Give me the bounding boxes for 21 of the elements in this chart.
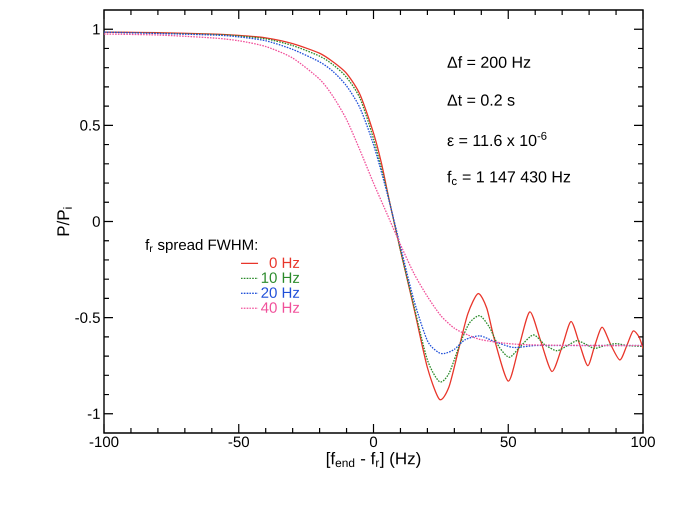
y-tick-label: 1: [93, 24, 100, 34]
annotation: f$_{c}$ = 1 147 430 Hz: [447, 170, 570, 186]
y-tick-label: -0.5: [75, 312, 100, 323]
x-tick-label: -50: [228, 436, 249, 448]
annotation: ε = 11.6 x 10$^{-6}$: [448, 132, 546, 146]
y-tick-label: 0: [92, 216, 100, 227]
annotation: Δt = 0.2 s: [447, 94, 514, 106]
legend-label: 0 Hz: [270, 257, 300, 268]
annotation: Δf = 200 Hz: [447, 56, 530, 68]
legend-title: f$_{r}$ spread FWHM:: [145, 239, 257, 254]
y-axis-title: P/P$_{i}$: [56, 208, 72, 236]
y-tick-label: -1: [88, 408, 100, 419]
x-tick-label: 50: [500, 436, 516, 448]
x-tick-label: -100: [90, 436, 118, 448]
legend-label: 40 Hz: [261, 302, 300, 313]
legend-label: 20 Hz: [261, 287, 300, 298]
x-tick-label: 100: [632, 436, 655, 448]
x-tick-label: 0: [370, 436, 378, 448]
y-tick-label: 0.5: [80, 120, 100, 131]
x-axis-title: [f$_{end}$ - f$_{r}$] (Hz): [326, 452, 420, 468]
legend-label: 10 Hz: [262, 272, 300, 283]
